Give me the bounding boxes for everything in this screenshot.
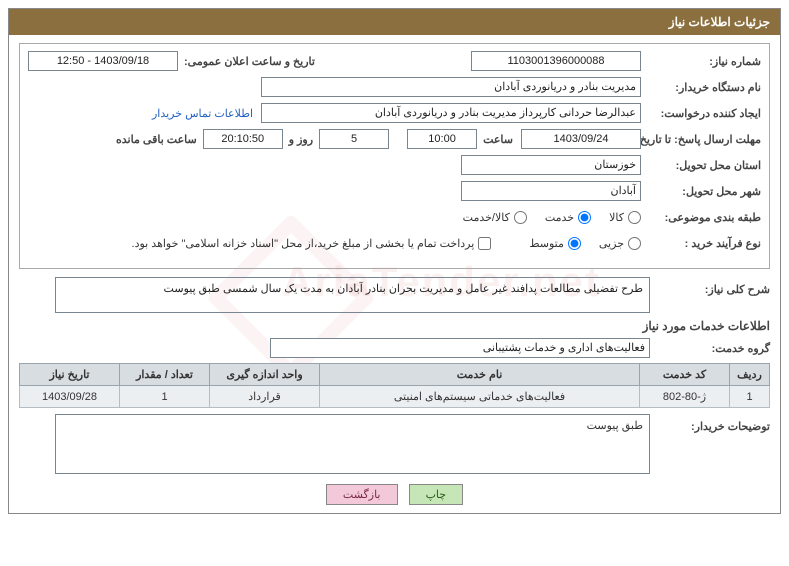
cat-goods-text: کالا	[609, 211, 624, 224]
buy-minor-text: جزیی	[599, 237, 624, 250]
province-label: استان محل تحویل:	[641, 159, 761, 172]
cat-service-input[interactable]	[578, 211, 591, 224]
cat-goods-service-text: کالا/خدمت	[463, 211, 510, 224]
remain-word: ساعت باقی مانده	[116, 133, 197, 146]
th-code: کد خدمت	[640, 364, 730, 386]
print-button[interactable]: چاپ	[409, 484, 464, 505]
th-name: نام خدمت	[320, 364, 640, 386]
cat-goods-radio[interactable]: کالا	[609, 211, 641, 224]
cat-goods-service-radio[interactable]: کالا/خدمت	[463, 211, 527, 224]
main-info-box: شماره نیاز: 1103001396000088 تاریخ و ساع…	[19, 43, 770, 269]
details-panel: جزئیات اطلاعات نیاز شماره نیاز: 11030013…	[8, 8, 781, 514]
th-unit: واحد اندازه گیری	[210, 364, 320, 386]
days-remain: 5	[319, 129, 389, 149]
summary-label: شرح کلی نیاز:	[650, 277, 770, 296]
table-header-row: ردیف کد خدمت نام خدمت واحد اندازه گیری ت…	[20, 364, 770, 386]
service-group-label: گروه خدمت:	[650, 342, 770, 355]
th-date: تاریخ نیاز	[20, 364, 120, 386]
buyer-org-label: نام دستگاه خریدار:	[641, 81, 761, 94]
city-label: شهر محل تحویل:	[641, 185, 761, 198]
summary-text: طرح تفضیلی مطالعات پدافند غیر عامل و مدی…	[55, 277, 650, 313]
deadline-time: 10:00	[407, 129, 477, 149]
deadline-label: مهلت ارسال پاسخ: تا تاریخ:	[641, 133, 761, 146]
services-section-title: اطلاعات خدمات مورد نیاز	[19, 319, 770, 333]
treasury-checkbox-wrap[interactable]: پرداخت تمام یا بخشی از مبلغ خرید،از محل …	[132, 237, 492, 250]
days-word: روز و	[289, 133, 313, 146]
treasury-checkbox[interactable]	[478, 237, 491, 250]
buyer-desc-box: طبق پیوست	[55, 414, 650, 474]
cat-service-text: خدمت	[545, 211, 574, 224]
buyer-desc-label: توضیحات خریدار:	[650, 414, 770, 433]
td-name: فعالیت‌های خدماتی سیستم‌های امنیتی	[320, 386, 640, 408]
city-value: آبادان	[461, 181, 641, 201]
announce-label: تاریخ و ساعت اعلان عمومی:	[184, 55, 315, 68]
panel-title: جزئیات اطلاعات نیاز	[9, 9, 780, 35]
category-label: طبقه بندی موضوعی:	[641, 211, 761, 224]
announce-value: 1403/09/18 - 12:50	[28, 51, 178, 71]
cat-goods-input[interactable]	[628, 211, 641, 224]
buy-type-label: نوع فرآیند خرید :	[641, 237, 761, 250]
contact-link[interactable]: اطلاعات تماس خریدار	[152, 107, 253, 120]
table-row: 1 ژ-80-802 فعالیت‌های خدماتی سیستم‌های ا…	[20, 386, 770, 408]
requester-value: عبدالرضا حردانی کارپرداز مدیریت بنادر و …	[261, 103, 641, 123]
services-table: ردیف کد خدمت نام خدمت واحد اندازه گیری ت…	[19, 363, 770, 408]
province-value: خوزستان	[461, 155, 641, 175]
back-button[interactable]: بازگشت	[326, 484, 398, 505]
treasury-text: پرداخت تمام یا بخشی از مبلغ خرید،از محل …	[132, 237, 475, 250]
buy-minor-radio[interactable]: جزیی	[599, 237, 641, 250]
td-date: 1403/09/28	[20, 386, 120, 408]
td-unit: قرارداد	[210, 386, 320, 408]
time-word: ساعت	[483, 133, 513, 146]
buy-medium-radio[interactable]: متوسط	[529, 237, 581, 250]
service-group-value: فعالیت‌های اداری و خدمات پشتیبانی	[270, 338, 650, 358]
deadline-date: 1403/09/24	[521, 129, 641, 149]
td-row: 1	[730, 386, 770, 408]
buy-medium-text: متوسط	[529, 237, 564, 250]
th-qty: تعداد / مقدار	[120, 364, 210, 386]
need-no-label: شماره نیاز:	[641, 55, 761, 68]
cat-goods-service-input[interactable]	[514, 211, 527, 224]
cat-service-radio[interactable]: خدمت	[545, 211, 591, 224]
th-row: ردیف	[730, 364, 770, 386]
buy-minor-input[interactable]	[628, 237, 641, 250]
button-row: چاپ بازگشت	[19, 484, 770, 505]
td-code: ژ-80-802	[640, 386, 730, 408]
buy-medium-input[interactable]	[568, 237, 581, 250]
need-no-value: 1103001396000088	[471, 51, 641, 71]
buyer-org-value: مدیریت بنادر و دریانوردی آبادان	[261, 77, 641, 97]
time-remain: 20:10:50	[203, 129, 283, 149]
td-qty: 1	[120, 386, 210, 408]
requester-label: ایجاد کننده درخواست:	[641, 107, 761, 120]
